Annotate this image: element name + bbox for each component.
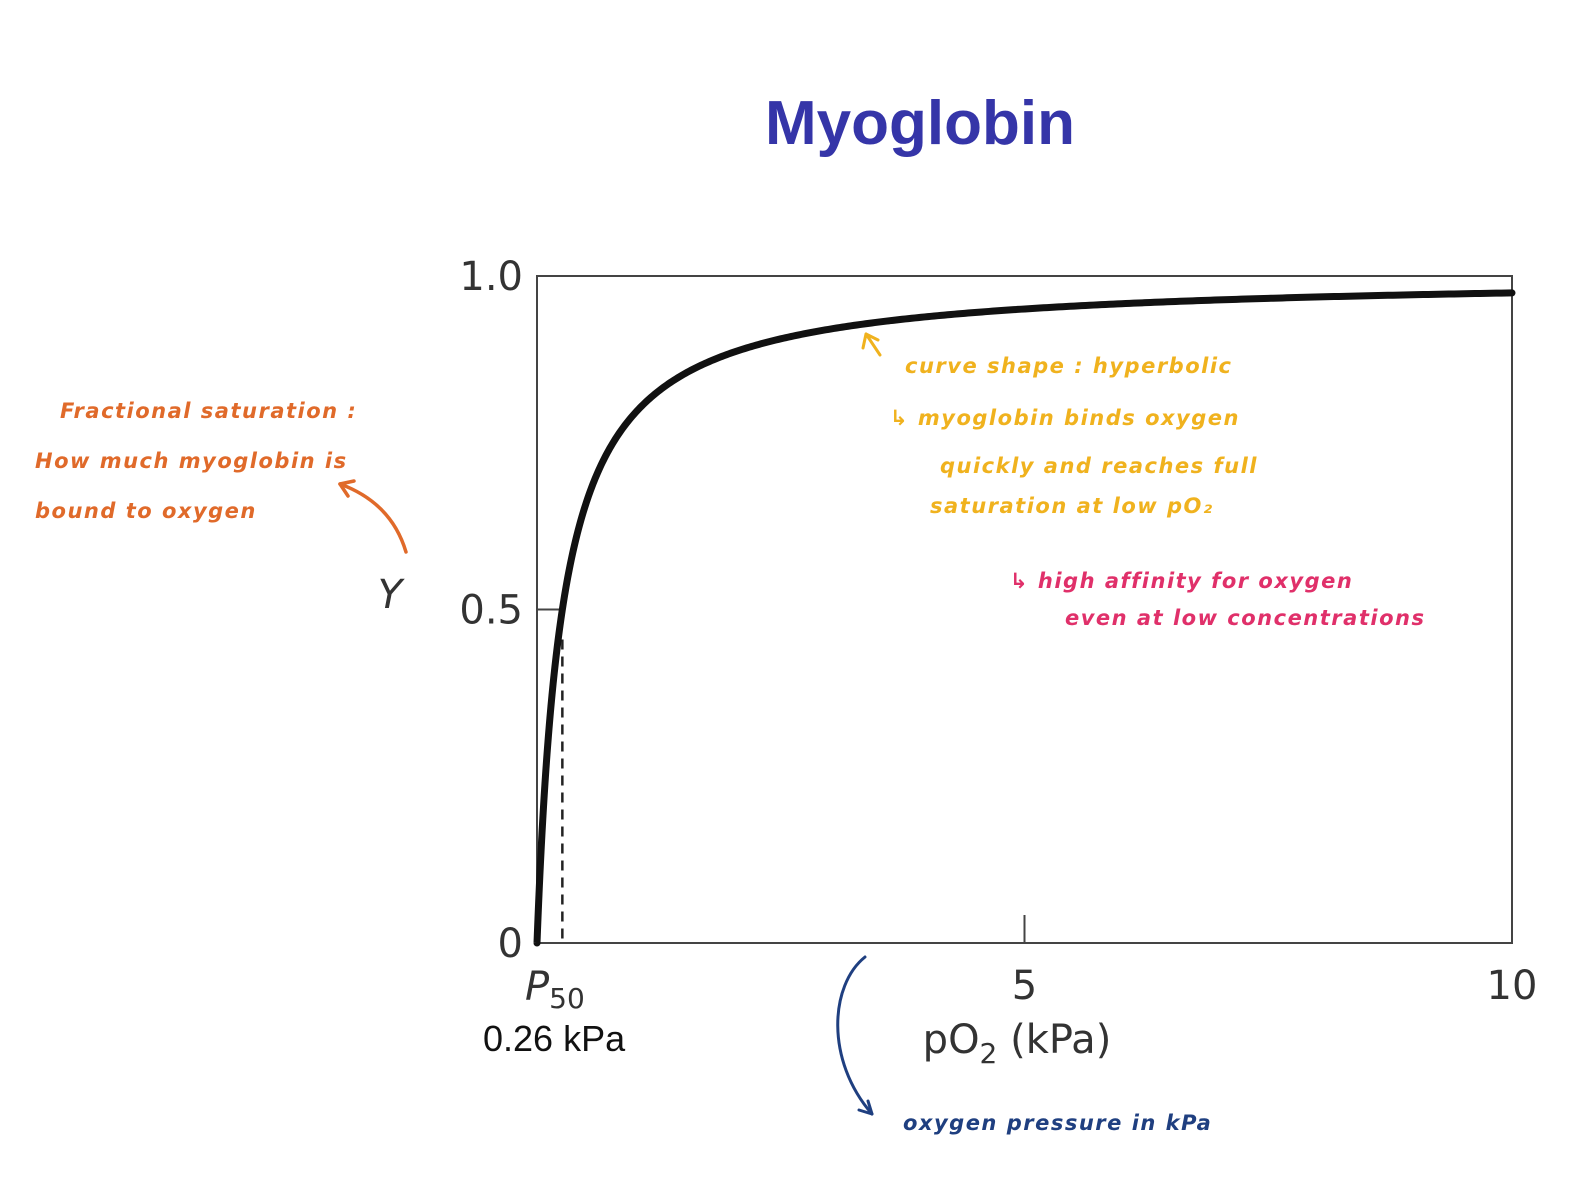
annotation-affinity-line-1: ↳ high affinity for oxygen: [1010, 569, 1353, 593]
annotation-y-line-1: Fractional saturation :: [60, 399, 357, 423]
plot-layer: 0 0.5 1.0 5 10: [459, 254, 1537, 1009]
arrow-to-curve: [861, 332, 882, 357]
y-axis-label: Y: [378, 572, 406, 618]
x-axis-label-main: pO: [923, 1017, 980, 1063]
p50-label-sub: 50: [549, 982, 585, 1015]
arrowhead-blue: [857, 1099, 874, 1116]
annotation-y-axis: Fractional saturation : How much myoglob…: [35, 399, 408, 554]
annotation-curve-line-2: ↳ myoglobin binds oxygen: [890, 406, 1240, 430]
annotation-curve: curve shape : hyperbolic ↳ myoglobin bin…: [861, 332, 1258, 518]
annotation-y-line-2: How much myoglobin is: [35, 449, 348, 473]
arrowhead-orange: [338, 479, 356, 498]
x-axis-label: pO2 (kPa): [923, 1017, 1112, 1070]
x-axis-label-unit: (kPa): [997, 1017, 1111, 1063]
annotation-curve-line-4: saturation at low pO₂: [930, 494, 1214, 518]
arrow-to-x-label: [836, 955, 874, 1116]
annotation-y-line-3: bound to oxygen: [35, 499, 257, 523]
p50-label: P50: [525, 964, 585, 1015]
annotation-curve-line-3: quickly and reaches full: [940, 454, 1258, 478]
annotation-affinity-line-2: even at low concentrations: [1065, 606, 1425, 630]
p50-value-label: 0.26 kPa: [483, 1018, 626, 1059]
x-axis-label-sub: 2: [980, 1037, 998, 1070]
p50-label-main: P: [525, 964, 550, 1010]
annotation-x-axis: oxygen pressure in kPa: [836, 955, 1212, 1135]
y-tick-label-2: 1.0: [459, 254, 523, 300]
annotation-curve-line-1: curve shape : hyperbolic: [905, 354, 1233, 378]
annotation-affinity: ↳ high affinity for oxygen even at low c…: [1010, 569, 1425, 630]
y-tick-label-0: 0: [498, 921, 523, 967]
annotation-x-text: oxygen pressure in kPa: [903, 1111, 1212, 1135]
chart-title: Myoglobin: [765, 89, 1075, 158]
arrow-to-y-label: [338, 482, 408, 554]
saturation-curve-0: [533, 289, 1516, 947]
x-tick-label-1: 10: [1487, 963, 1538, 1009]
y-tick-label-1: 0.5: [459, 588, 523, 634]
x-tick-label-0: 5: [1012, 963, 1037, 1009]
